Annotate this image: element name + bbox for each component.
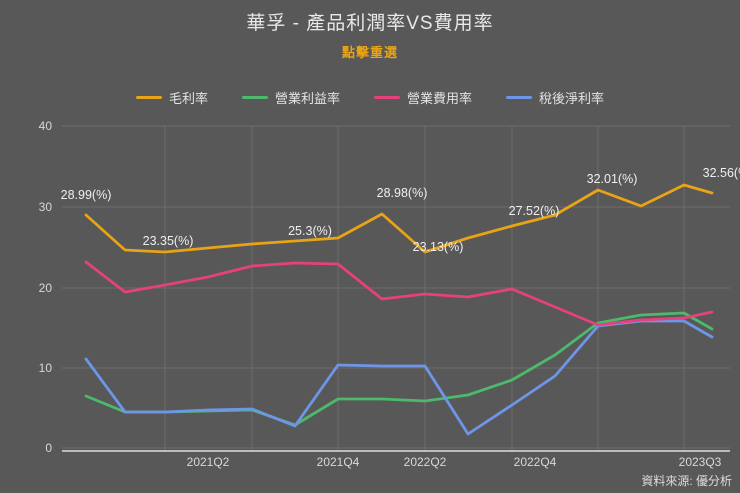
source-note: 資料來源: 優分析 (641, 474, 732, 488)
page-title: 華孚 - 產品利潤率VS費用率 (246, 13, 494, 34)
x-axis-tick-label: 2021Q2 (186, 455, 230, 469)
series-line[interactable] (84, 311, 714, 427)
gridlines (62, 125, 730, 451)
legend-item[interactable]: 營業利益率 (241, 88, 340, 107)
series-line[interactable] (84, 319, 714, 436)
legend-item-label: 營業利益率 (274, 91, 340, 106)
y-axis-tick-label: 10 (38, 361, 52, 375)
x-axis-tick-label: 2023Q3 (678, 455, 722, 469)
legend-item[interactable]: 毛利率 (135, 88, 208, 107)
legend-item[interactable]: 營業費用率 (374, 88, 472, 107)
legend-swatch-icon (241, 96, 268, 99)
legend-item-label: 稅後淨利率 (539, 91, 605, 106)
data-point-label: 27.52(%) (508, 204, 560, 218)
data-point-label: 32.01(%) (586, 172, 638, 186)
y-axis-tick-label: 30 (38, 200, 52, 214)
data-point-label: 28.99(%) (60, 188, 112, 202)
legend-item-label: 毛利率 (168, 91, 208, 106)
series-line[interactable] (84, 183, 714, 254)
legend-item-label: 營業費用率 (407, 91, 473, 106)
x-axis-tick-label: 2022Q4 (513, 455, 557, 469)
x-axis-tick-label: 2022Q2 (403, 455, 447, 469)
series-lines (84, 183, 714, 436)
y-axis-tick-label: 20 (38, 281, 52, 295)
x-axis-tick-label: 2021Q4 (316, 455, 360, 469)
legend-swatch-icon (374, 96, 400, 99)
legend-swatch-icon (135, 96, 162, 99)
data-point-label: 32.56(%) (702, 166, 740, 180)
data-point-label: 23.35(%) (142, 234, 194, 248)
data-point-label: 23.13(%) (412, 240, 464, 254)
series-line[interactable] (84, 260, 714, 327)
chart-legend: 毛利率 營業利益率 營業費用率 稅後淨利率 (0, 88, 740, 107)
y-axis-tick-label: 40 (38, 119, 52, 133)
legend-item[interactable]: 稅後淨利率 (506, 88, 604, 107)
data-point-label: 25.3(%) (288, 224, 332, 238)
y-axis-tick-label: 0 (45, 441, 52, 455)
data-point-label: 28.98(%) (376, 186, 428, 200)
chart-reselect-link[interactable]: 點擊重選 (341, 45, 398, 60)
legend-swatch-icon (506, 96, 533, 99)
